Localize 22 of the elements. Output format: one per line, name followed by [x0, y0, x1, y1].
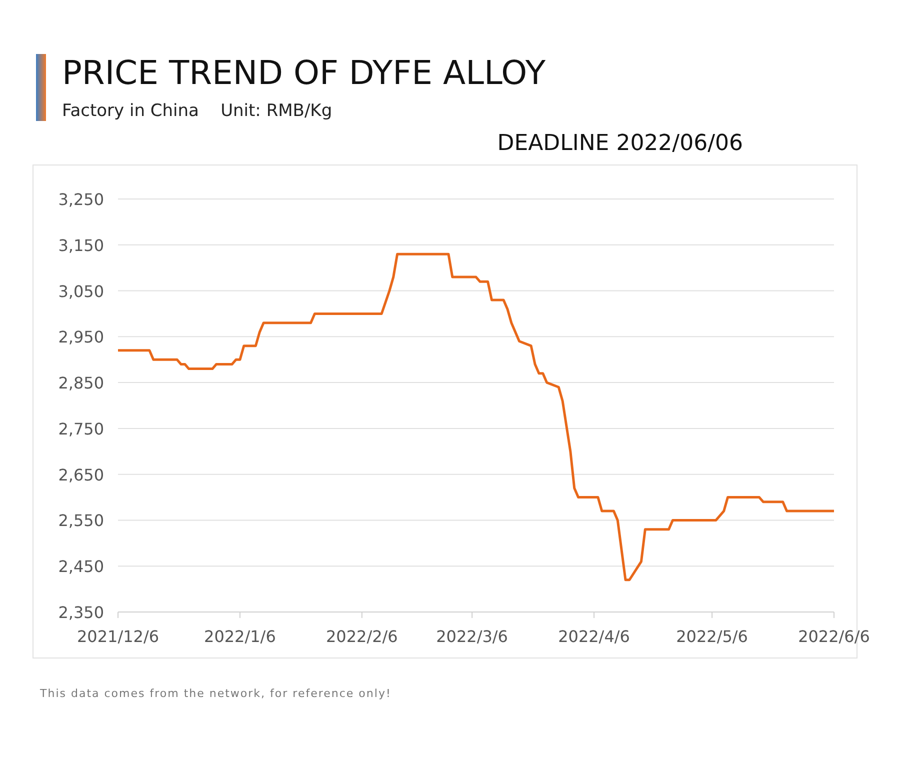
- y-tick-label: 2,350: [58, 603, 104, 622]
- y-tick-label: 2,850: [58, 374, 104, 393]
- y-tick-label: 2,950: [58, 328, 104, 347]
- y-tick-label: 3,150: [58, 236, 104, 255]
- y-tick-label: 3,250: [58, 190, 104, 209]
- x-tick-label: 2021/12/6: [76, 627, 160, 646]
- y-tick-label: 3,050: [58, 282, 104, 301]
- y-tick-label: 2,650: [58, 465, 104, 484]
- x-tick-label: 2022/2/6: [326, 627, 398, 646]
- y-tick-label: 2,450: [58, 557, 104, 576]
- y-tick-label: 2,750: [58, 419, 104, 438]
- text: DEADLINE 2022/06/06: [497, 131, 743, 156]
- x-tick-label: 2022/6/6: [798, 627, 870, 646]
- text: This data comes from the network, for reference only!: [39, 687, 392, 700]
- chart-subtitle: Factory in China Unit: RMB/Kg: [62, 101, 332, 121]
- x-tick-label: 2022/3/6: [436, 627, 508, 646]
- x-tick-label: 2022/4/6: [558, 627, 630, 646]
- line-series: [116, 252, 836, 582]
- x-tick-label: 2022/1/6: [204, 627, 276, 646]
- chart-title: PRICE TREND OF DYFE ALLOY: [62, 53, 546, 92]
- y-tick-label: 2,550: [58, 511, 104, 530]
- x-tick-label: 2022/5/6: [676, 627, 748, 646]
